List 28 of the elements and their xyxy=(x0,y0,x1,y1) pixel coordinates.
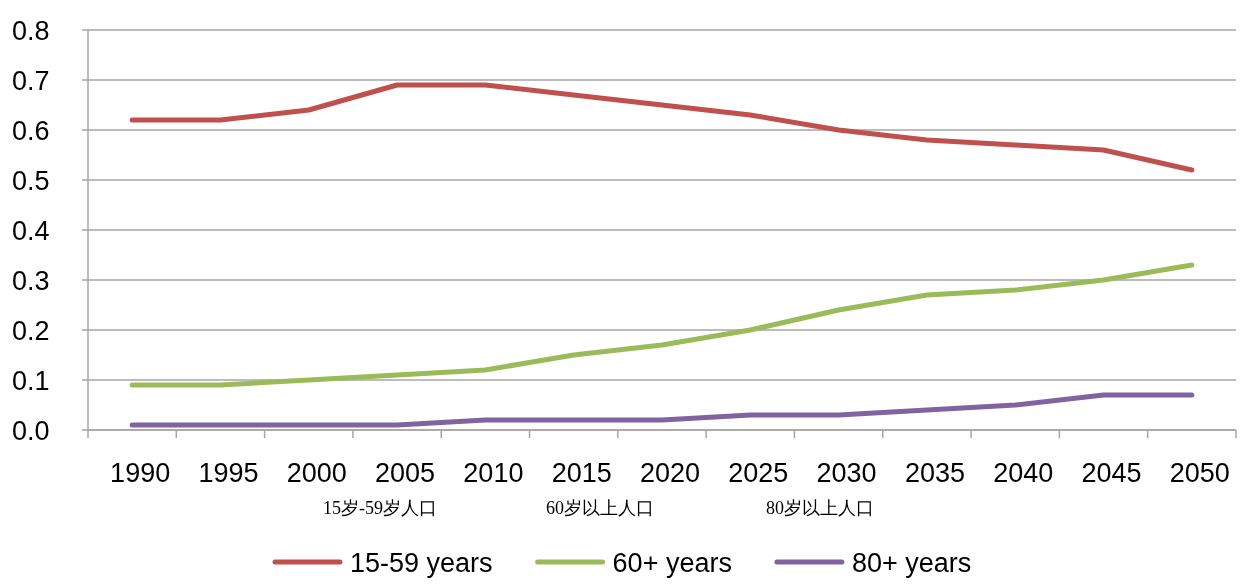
y-tick-label: 0.5 xyxy=(12,166,50,196)
y-tick-label: 0.8 xyxy=(12,16,50,46)
x-tick-label: 1990 xyxy=(110,458,171,488)
y-tick-label: 0.1 xyxy=(12,366,50,396)
x-tick-label: 2030 xyxy=(816,458,877,488)
y-tick-label: 0.0 xyxy=(12,416,50,446)
x-tick-label: 2015 xyxy=(551,458,612,488)
x-tick-label: 2025 xyxy=(728,458,789,488)
y-tick-label: 0.2 xyxy=(12,316,50,346)
y-tick-label: 0.4 xyxy=(12,216,50,246)
x-tick-label: 2000 xyxy=(286,458,347,488)
text: 60岁以上人口 xyxy=(546,498,654,518)
legend-label: 60+ years xyxy=(612,548,732,578)
x-tick-label: 2005 xyxy=(375,458,436,488)
x-tick-label: 2040 xyxy=(993,458,1054,488)
x-tick-label: 2035 xyxy=(904,458,965,488)
legend-label: 15-59 years xyxy=(350,548,493,578)
y-tick-label: 0.3 xyxy=(12,266,50,296)
x-tick-label: 2045 xyxy=(1081,458,1142,488)
x-tick-label: 2050 xyxy=(1169,458,1230,488)
legend-label: 80+ years xyxy=(851,548,972,578)
text: 80岁以上人口 xyxy=(766,498,874,518)
x-tick-label: 2010 xyxy=(463,458,524,488)
x-tick-label: 1995 xyxy=(198,458,259,488)
y-tick-label: 0.6 xyxy=(12,116,50,146)
y-tick-label: 0.7 xyxy=(12,66,50,96)
text: 15岁-59岁人口 xyxy=(323,498,437,518)
x-tick-label: 2020 xyxy=(639,458,701,488)
